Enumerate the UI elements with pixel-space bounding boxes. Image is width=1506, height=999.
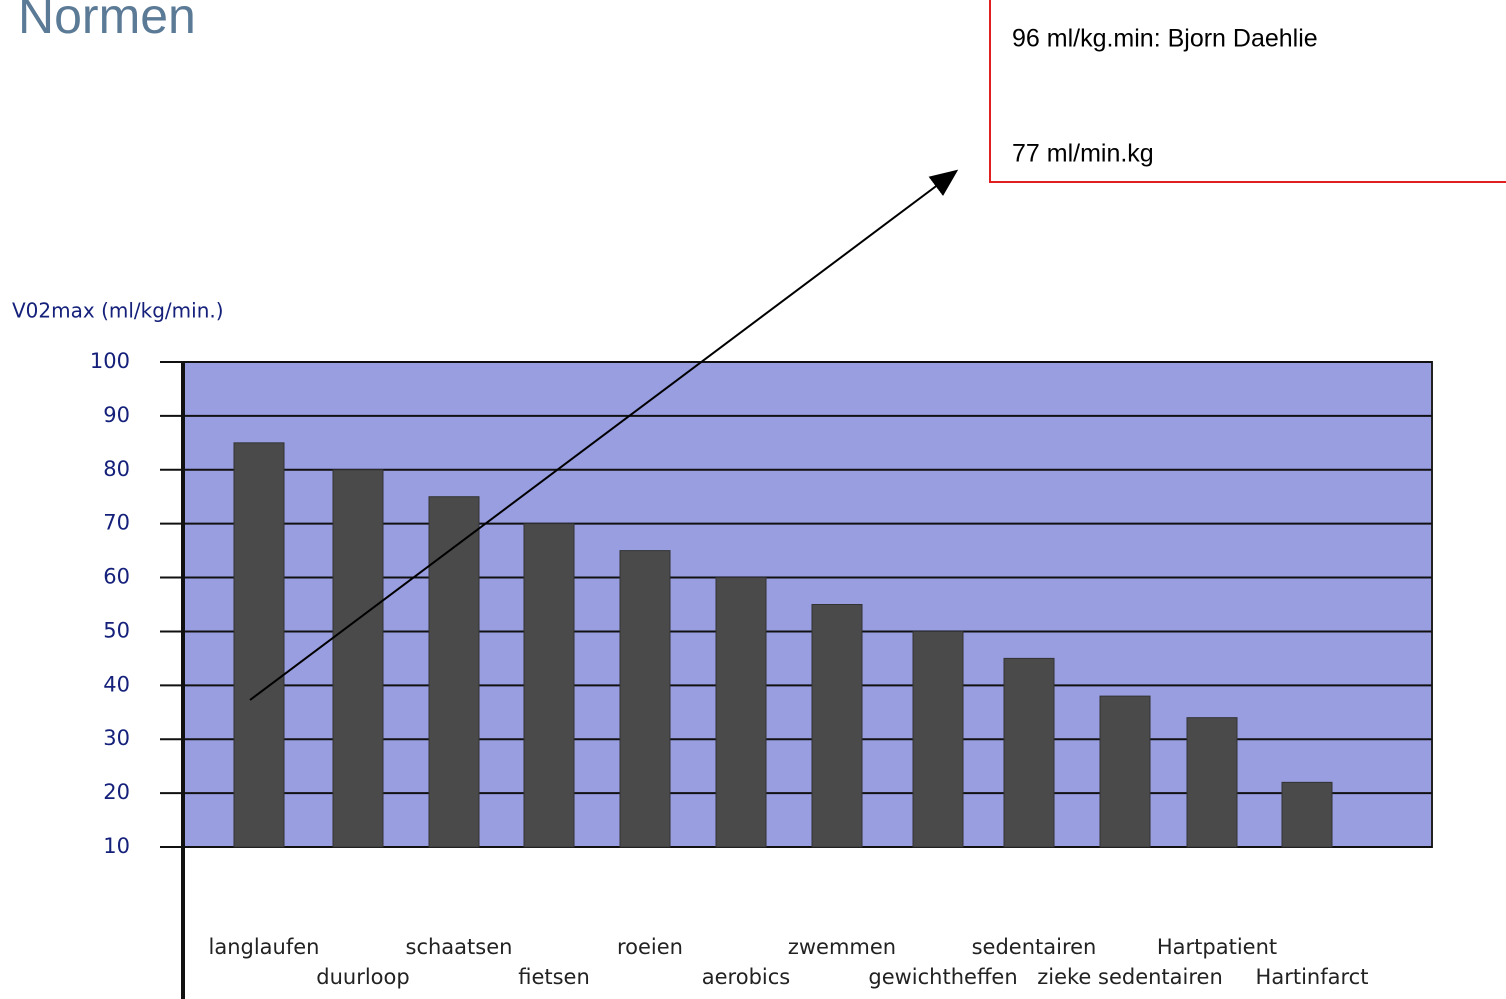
slide-title: Normen	[18, 0, 196, 44]
bar	[233, 442, 285, 848]
y-tick-label: 80	[103, 457, 130, 481]
y-tick-label: 30	[103, 726, 130, 750]
bar	[619, 550, 671, 848]
bar	[523, 523, 575, 848]
bar	[1186, 717, 1238, 848]
x-tick-label: langlaufen	[209, 935, 320, 959]
x-tick-label: sedentairen	[972, 935, 1097, 959]
y-tick-label: 40	[103, 672, 130, 696]
callout-arrow	[249, 169, 959, 701]
x-tick-label: gewichtheffen	[868, 965, 1017, 989]
bar	[1099, 695, 1151, 848]
y-tick-label: 100	[90, 349, 130, 373]
bar	[912, 630, 964, 848]
bar	[428, 496, 480, 848]
x-tick-label: schaatsen	[406, 935, 513, 959]
bar	[1281, 781, 1333, 848]
y-tick-label: 20	[103, 780, 130, 804]
x-tick-label: fietsen	[518, 965, 590, 989]
lower-panel	[183, 847, 1432, 999]
plot: 10 20 30 40 50 60 70 80 90 100 langlaufen duurloop s…	[90, 349, 1433, 999]
y-tick-label: 10	[103, 834, 130, 858]
callout-line: 96 ml/kg.min: Bjorn Daehlie	[1012, 25, 1318, 53]
x-tick-label: zwemmen	[788, 935, 896, 959]
x-tick-label: Hartinfarct	[1256, 965, 1369, 989]
callout-line: 77 ml/min.kg	[1012, 140, 1154, 168]
bar	[715, 577, 767, 848]
x-tick-label: aerobics	[702, 965, 790, 989]
bar	[811, 604, 863, 848]
bar	[332, 469, 384, 848]
x-tick-label: duurloop	[316, 965, 409, 989]
x-tick-label: roeien	[617, 935, 683, 959]
callout-box	[989, 0, 1506, 183]
y-tick-label: 60	[103, 565, 130, 589]
bar	[1003, 657, 1055, 848]
y-tick-label: 50	[103, 618, 130, 642]
y-tick-label: 70	[103, 511, 130, 535]
x-tick-label: Hartpatient	[1157, 935, 1277, 959]
x-tick-label: zieke sedentairen	[1037, 965, 1223, 989]
y-tick-label: 90	[103, 403, 130, 427]
y-axis-label: V02max (ml/kg/min.)	[12, 299, 224, 323]
